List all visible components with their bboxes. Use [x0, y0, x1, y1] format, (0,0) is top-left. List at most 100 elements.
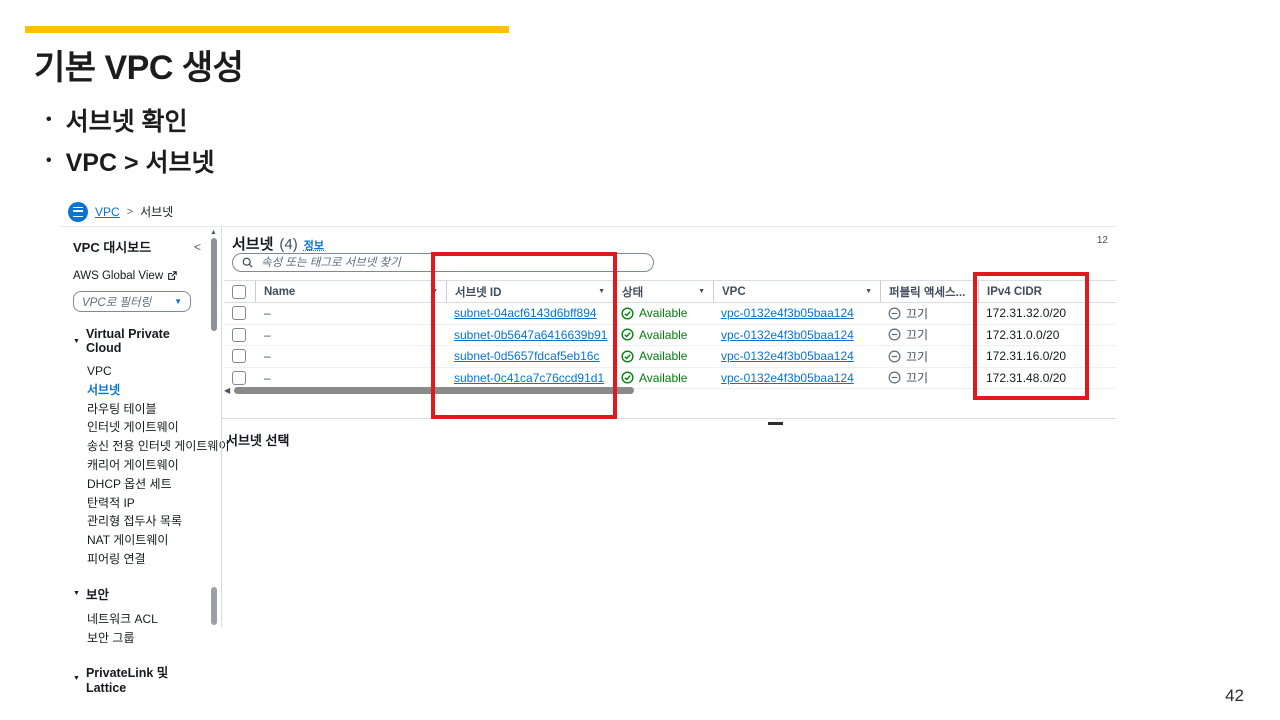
info-link[interactable]: 정보 — [303, 240, 324, 252]
hamburger-menu-icon[interactable] — [68, 201, 88, 222]
sidebar-item-carrier-gateways[interactable]: 캐리어 게이트웨이 — [87, 457, 179, 472]
public-access-text: 끄기 — [906, 328, 929, 343]
sidebar-item-security-groups[interactable]: 보안 그룹 — [87, 630, 135, 645]
sidebar-item-managed-prefix-lists[interactable]: 관리형 접두사 목록 — [87, 514, 182, 529]
page-title: 서브넷 — [232, 236, 274, 253]
sidebar-item-internet-gateways[interactable]: 인터넷 게이트웨이 — [87, 420, 179, 435]
select-all-cell — [224, 281, 256, 302]
table-header-row: Name ▼ 서브넷 ID ▼ 상태 ▼ VPC ▼ — [224, 280, 1116, 303]
table-row: – subnet-04acf6143d6bff894 Available vpc… — [224, 303, 1116, 325]
sidebar-item-vpc[interactable]: VPC — [87, 364, 112, 378]
vpc-id-link[interactable]: vpc-0132e4f3b05baa124 — [721, 349, 854, 364]
breadcrumb-vpc-link[interactable]: VPC — [95, 204, 120, 219]
bullet-item: • 서브넷 확인 — [46, 102, 188, 138]
scroll-up-arrow-icon[interactable]: ▲ — [210, 229, 217, 236]
sidebar-divider — [221, 227, 222, 627]
column-header-ipv4-cidr[interactable]: IPv4 CIDR — [978, 281, 1116, 302]
subnet-id-link[interactable]: subnet-0d5657fdcaf5eb16c — [454, 349, 600, 364]
available-check-icon — [621, 371, 634, 384]
dropdown-arrow-icon: ▼ — [174, 297, 182, 306]
sidebar-item-route-tables[interactable]: 라우팅 테이블 — [87, 401, 157, 416]
sidebar-section-vpc[interactable]: ▼ Virtual Private Cloud — [73, 327, 170, 355]
table-row: – subnet-0b5647a6416639b91 Available vpc… — [224, 325, 1116, 346]
vpc-id-link[interactable]: vpc-0132e4f3b05baa124 — [721, 370, 854, 385]
sort-arrow-icon[interactable]: ▼ — [698, 288, 705, 295]
off-minus-icon — [888, 371, 901, 384]
state-text: Available — [639, 327, 688, 342]
select-all-checkbox[interactable] — [232, 284, 246, 299]
subnet-id-link[interactable]: subnet-0c41ca7c76ccd91d1 — [454, 370, 605, 385]
column-header-public-access[interactable]: 퍼블릭 액세스... ▼ — [880, 281, 978, 302]
state-text: Available — [639, 349, 688, 364]
row-checkbox[interactable] — [232, 370, 246, 385]
off-minus-icon — [888, 328, 901, 341]
public-access-text: 끄기 — [906, 306, 929, 321]
column-header-subnet-id[interactable]: 서브넷 ID ▼ — [446, 281, 613, 302]
search-input[interactable] — [259, 255, 644, 270]
bullet-text: 서브넷 확인 — [65, 108, 188, 136]
scrollbar-thumb[interactable] — [211, 587, 217, 625]
public-access-text: 끄기 — [906, 371, 929, 386]
available-check-icon — [621, 307, 634, 320]
aws-global-view-link[interactable]: AWS Global View — [73, 270, 207, 282]
sidebar-item-elastic-ip[interactable]: 탄력적 IP — [87, 495, 135, 510]
available-check-icon — [621, 328, 634, 341]
sort-arrow-icon[interactable]: ▼ — [598, 288, 605, 295]
column-header-state[interactable]: 상태 ▼ — [613, 281, 713, 302]
vertical-scrollbar[interactable]: ▲ — [207, 227, 221, 627]
state-text: Available — [639, 370, 688, 385]
off-minus-icon — [888, 307, 901, 320]
sidebar-item-nat-gateways[interactable]: NAT 게이트웨이 — [87, 533, 169, 548]
sidebar-title[interactable]: VPC 대시보드 — [73, 240, 152, 255]
state-text: Available — [639, 306, 688, 321]
vpc-id-link[interactable]: vpc-0132e4f3b05baa124 — [721, 327, 854, 342]
row-checkbox[interactable] — [232, 349, 246, 364]
scroll-left-arrow-icon[interactable]: ◀ — [224, 386, 231, 395]
split-panel-divider — [222, 418, 1116, 419]
sort-arrow-icon[interactable]: ▼ — [865, 288, 872, 295]
cell-name: – — [264, 327, 271, 342]
vpc-id-link[interactable]: vpc-0132e4f3b05baa124 — [721, 306, 854, 321]
annotation-box-subnet-id — [431, 252, 617, 419]
subnet-id-link[interactable]: subnet-04acf6143d6bff894 — [454, 306, 597, 321]
sidebar-item-dhcp-option-sets[interactable]: DHCP 옵션 세트 — [87, 476, 172, 491]
bullet-icon: • — [46, 111, 52, 128]
column-header-name[interactable]: Name ▼ — [264, 285, 438, 298]
search-icon — [242, 257, 253, 268]
table-row: – subnet-0c41ca7c76ccd91d1 Available vpc… — [224, 368, 1116, 389]
cell-ipv4-cidr: 172.31.48.0/20 — [986, 370, 1067, 385]
cell-ipv4-cidr: 172.31.0.0/20 — [986, 327, 1060, 342]
row-checkbox[interactable] — [232, 306, 246, 321]
sidebar: VPC 대시보드 < AWS Global View VPC로 필터링 ▼ ▼ … — [60, 227, 230, 695]
row-checkbox[interactable] — [232, 327, 246, 342]
sidebar-item-egress-only-gateways[interactable]: 송신 전용 인터넷 게이트웨이 — [87, 439, 230, 454]
caret-down-icon: ▼ — [73, 589, 80, 597]
column-header-vpc[interactable]: VPC ▼ — [713, 281, 880, 302]
subnet-id-link[interactable]: subnet-0b5647a6416639b91 — [454, 327, 608, 342]
off-minus-icon — [888, 350, 901, 363]
bullet-text: VPC > 서브넷 — [65, 149, 215, 177]
split-panel-resize-handle[interactable] — [768, 422, 783, 425]
cell-name: – — [264, 349, 271, 364]
sidebar-item-subnets[interactable]: 서브넷 — [87, 382, 121, 397]
breadcrumb: VPC > 서브넷 — [60, 197, 1116, 227]
caret-down-icon: ▼ — [73, 337, 80, 345]
detail-panel-title: 서브넷 선택 — [226, 433, 290, 448]
subnet-table: Name ▼ 서브넷 ID ▼ 상태 ▼ VPC ▼ — [224, 280, 1116, 389]
bullet-icon: • — [46, 152, 52, 169]
aws-console-screenshot: VPC > 서브넷 VPC 대시보드 < AWS Global View VPC… — [60, 197, 1116, 695]
collapse-sidebar-icon[interactable]: < — [193, 239, 201, 254]
sidebar-section-security[interactable]: ▼ 보안 — [73, 587, 109, 602]
caret-down-icon: ▼ — [73, 675, 80, 683]
pagination-fragment: 12 — [1096, 235, 1108, 246]
cell-name: – — [264, 370, 271, 385]
sidebar-section-privatelink[interactable]: ▼ PrivateLink 및 Lattice — [73, 666, 169, 696]
bullet-item: • VPC > 서브넷 — [46, 143, 215, 179]
available-check-icon — [621, 350, 634, 363]
breadcrumb-current: 서브넷 — [140, 205, 174, 219]
scrollbar-thumb[interactable] — [211, 238, 217, 331]
cell-ipv4-cidr: 172.31.32.0/20 — [986, 306, 1067, 321]
sidebar-item-network-acl[interactable]: 네트워크 ACL — [87, 611, 158, 626]
sidebar-item-peering-connections[interactable]: 피어링 연결 — [87, 551, 146, 566]
vpc-filter-dropdown[interactable]: VPC로 필터링 ▼ — [73, 291, 191, 312]
